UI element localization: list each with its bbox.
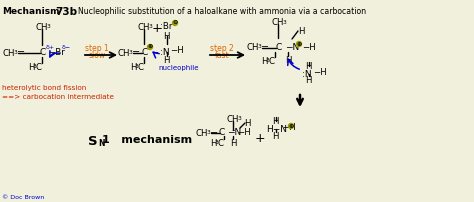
Text: H: H bbox=[261, 57, 267, 66]
Text: ⊕: ⊕ bbox=[296, 41, 301, 46]
Text: −H: −H bbox=[282, 123, 296, 132]
Text: S: S bbox=[88, 135, 98, 148]
Text: N: N bbox=[98, 139, 104, 148]
Text: +: + bbox=[255, 132, 265, 145]
Text: :N: :N bbox=[160, 48, 170, 57]
Text: 3: 3 bbox=[33, 64, 37, 69]
Text: H: H bbox=[244, 119, 250, 128]
Text: −H: −H bbox=[302, 43, 316, 52]
Text: −: − bbox=[17, 47, 25, 57]
Text: C: C bbox=[142, 48, 148, 57]
Text: +: + bbox=[152, 22, 163, 35]
Text: ⊕: ⊕ bbox=[288, 123, 293, 128]
Text: C: C bbox=[36, 63, 42, 72]
Text: CH: CH bbox=[36, 23, 48, 32]
Text: −H: −H bbox=[237, 128, 251, 137]
Text: H: H bbox=[272, 132, 279, 141]
Text: CH: CH bbox=[196, 129, 209, 138]
Text: H: H bbox=[298, 27, 304, 36]
Text: 3: 3 bbox=[258, 44, 262, 49]
Text: C: C bbox=[40, 48, 46, 57]
Text: 1   mechanism: 1 mechanism bbox=[102, 135, 192, 145]
Text: C: C bbox=[138, 63, 144, 72]
Text: :N: :N bbox=[302, 70, 311, 79]
Text: fast: fast bbox=[215, 51, 229, 60]
Text: δ+: δ+ bbox=[46, 45, 55, 50]
Text: 3: 3 bbox=[238, 117, 242, 121]
Text: CH: CH bbox=[118, 49, 130, 58]
Text: C: C bbox=[219, 128, 225, 137]
Text: CH: CH bbox=[272, 18, 284, 27]
Text: H: H bbox=[230, 139, 237, 148]
Text: 3: 3 bbox=[266, 59, 270, 63]
Text: Mechanism: Mechanism bbox=[2, 7, 60, 16]
Text: −: − bbox=[210, 128, 218, 138]
Text: H: H bbox=[130, 63, 137, 72]
Text: 3: 3 bbox=[129, 50, 133, 56]
Text: H: H bbox=[210, 139, 217, 148]
Text: ==> carbocation intermediate: ==> carbocation intermediate bbox=[2, 94, 114, 100]
Text: 3: 3 bbox=[14, 50, 18, 56]
Text: C: C bbox=[276, 43, 282, 52]
Circle shape bbox=[288, 123, 294, 129]
Text: H: H bbox=[163, 32, 170, 41]
Text: 73b: 73b bbox=[55, 7, 77, 17]
Text: H: H bbox=[28, 63, 35, 72]
Text: −N: −N bbox=[227, 128, 241, 137]
Text: ..: .. bbox=[231, 126, 236, 132]
Text: −H: −H bbox=[170, 46, 184, 55]
Text: −N: −N bbox=[285, 43, 299, 52]
Text: CH: CH bbox=[247, 43, 259, 52]
Text: δ−: δ− bbox=[62, 45, 71, 50]
Text: step 1: step 1 bbox=[85, 44, 109, 53]
Text: H: H bbox=[285, 56, 292, 65]
Text: C: C bbox=[218, 139, 224, 148]
Circle shape bbox=[147, 44, 153, 50]
Text: nucleophile: nucleophile bbox=[158, 65, 199, 71]
Text: :Br: :Br bbox=[160, 22, 173, 31]
Text: H: H bbox=[305, 62, 311, 71]
Text: CH: CH bbox=[227, 115, 239, 124]
Text: H−N: H−N bbox=[266, 125, 287, 134]
Text: 3: 3 bbox=[47, 24, 51, 29]
Text: CH: CH bbox=[138, 23, 151, 32]
Text: C: C bbox=[269, 57, 275, 66]
Text: Nucleophilic substitution of a haloalkane with ammonia via a carbocation: Nucleophilic substitution of a haloalkan… bbox=[78, 7, 366, 16]
Text: H: H bbox=[163, 56, 170, 65]
Text: slow: slow bbox=[89, 51, 106, 60]
Text: 3: 3 bbox=[135, 64, 139, 69]
Text: −: − bbox=[132, 47, 140, 57]
Text: 3: 3 bbox=[283, 20, 287, 24]
Text: ⊕: ⊕ bbox=[147, 44, 153, 49]
Text: © Doc Brown: © Doc Brown bbox=[2, 195, 44, 200]
Text: 3: 3 bbox=[215, 141, 219, 145]
Text: ⊖: ⊖ bbox=[173, 20, 178, 25]
Text: CH: CH bbox=[3, 49, 16, 58]
Circle shape bbox=[296, 41, 302, 47]
Text: −Br: −Br bbox=[48, 48, 65, 57]
Text: H: H bbox=[272, 117, 279, 126]
Text: heterolytic bond fission: heterolytic bond fission bbox=[2, 85, 86, 91]
Text: 3: 3 bbox=[207, 130, 211, 136]
Text: −: − bbox=[261, 42, 269, 52]
Circle shape bbox=[172, 20, 178, 26]
Text: step 2: step 2 bbox=[210, 44, 234, 53]
Text: H: H bbox=[305, 76, 311, 85]
Text: −H: −H bbox=[313, 68, 327, 77]
Text: 3: 3 bbox=[149, 24, 153, 29]
